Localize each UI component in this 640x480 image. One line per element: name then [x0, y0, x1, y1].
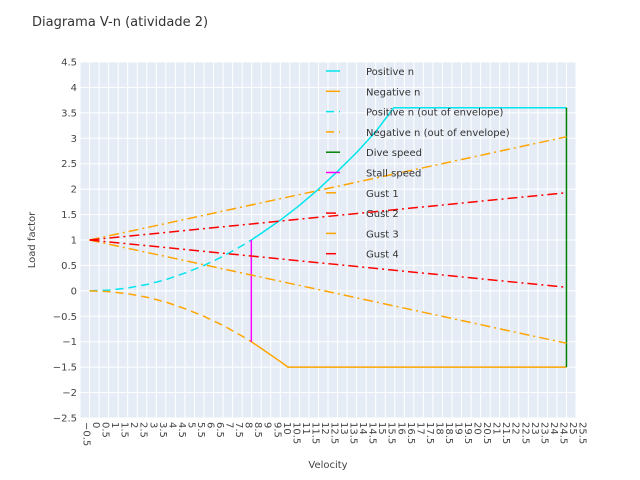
x-tick-label: 15.5: [386, 422, 397, 444]
x-tick-label: 13.5: [348, 422, 359, 444]
y-tick-label: −0.5: [53, 312, 77, 323]
legend-entry: Gust 4: [366, 250, 399, 261]
y-tick-label: 0.5: [61, 261, 77, 272]
x-tick-label: 20.5: [481, 422, 492, 444]
x-tick-label: 2: [128, 422, 139, 428]
x-tick-label: 5: [185, 422, 196, 428]
x-tick-label: 18.5: [443, 422, 454, 444]
y-tick-label: 1: [71, 236, 77, 247]
series-line-2: [250, 341, 567, 368]
x-tick-label: 0: [90, 422, 101, 428]
x-tick-label: 9.5: [271, 422, 282, 438]
x-tick-label: 9: [262, 422, 273, 428]
x-tick-label: 2.5: [138, 422, 149, 438]
x-tick-label: 21: [491, 422, 502, 435]
series-line-3: [89, 239, 252, 292]
x-tick-label: 4.5: [176, 422, 187, 438]
y-axis-ticks: −2.5 −2 −1.5 −1 −0.5 0 0.5 1 1.5 2 2.5 3 3.5 4 4.5: [53, 58, 77, 425]
chart-title: Diagrama V-n (atividade 2): [32, 15, 209, 30]
x-tick-label: 19.5: [462, 422, 473, 444]
x-tick-label: 5.5: [195, 422, 206, 438]
x-tick-label: 20: [472, 422, 483, 435]
x-tick-label: 0.5: [100, 422, 111, 438]
legend-entry: Negative n (out of envelope): [366, 128, 510, 139]
y-tick-label: −2: [62, 388, 77, 399]
x-tick-label: 23.5: [538, 422, 549, 444]
series-line-7: [89, 136, 567, 241]
x-tick-label: 6: [205, 422, 216, 428]
legend-entry: Dive speed: [366, 148, 422, 159]
x-tick-label: 12: [319, 422, 330, 435]
y-tick-label: 4.5: [61, 58, 77, 69]
x-tick-label: 6.5: [214, 422, 225, 438]
x-tick-label: 10: [281, 422, 292, 435]
y-tick-label: 0: [71, 286, 77, 297]
y-tick-label: 1.5: [61, 210, 77, 221]
x-tick-label: 14: [357, 422, 368, 435]
x-tick-label: 23: [529, 422, 540, 435]
legend-entry: Gust 1: [366, 189, 399, 200]
x-tick-label: 10.5: [290, 422, 301, 444]
x-tick-label: 24: [548, 422, 559, 435]
x-tick-label: 1: [109, 422, 120, 428]
y-tick-label: −1.5: [53, 363, 77, 374]
x-tick-label: 4: [166, 422, 177, 428]
legend-entry: Positive n (out of envelope): [366, 108, 503, 119]
x-tick-label: 25.5: [577, 422, 588, 444]
x-tick-label: 13: [338, 422, 349, 435]
series-line-9: [89, 239, 567, 344]
y-tick-label: 2: [71, 185, 77, 196]
x-tick-label: 21.5: [500, 422, 511, 444]
x-tick-label: 11: [300, 422, 311, 435]
x-tick-label: 16.5: [405, 422, 416, 444]
series-line-4: [89, 290, 252, 343]
x-axis-title: Velocity: [308, 460, 347, 471]
y-tick-label: 3.5: [61, 108, 77, 119]
x-tick-label: 19: [453, 422, 464, 435]
x-tick-label: 8: [243, 422, 254, 428]
x-tick-label: 14.5: [367, 422, 378, 444]
x-tick-label: 12.5: [329, 422, 340, 444]
x-tick-label: −0.5: [81, 422, 92, 446]
x-tick-label: 22: [510, 422, 521, 435]
x-tick-label: 17: [414, 422, 425, 435]
y-tick-label: 3: [71, 134, 77, 145]
x-tick-label: 24.5: [557, 422, 568, 444]
y-tick-label: 4: [71, 83, 77, 94]
legend-entry: Stall speed: [366, 169, 421, 180]
x-axis-ticks: −0.500.511.522.533.544.555.566.577.588.5…: [81, 422, 588, 446]
x-tick-label: 25: [567, 422, 578, 435]
x-tick-label: 22.5: [519, 422, 530, 444]
x-tick-label: 3: [147, 422, 158, 428]
x-tick-label: 17.5: [424, 422, 435, 444]
x-tick-label: 15: [376, 422, 387, 435]
legend-entry: Positive n: [366, 67, 414, 78]
x-tick-label: 7: [224, 422, 235, 428]
x-tick-label: 18: [433, 422, 444, 435]
y-tick-label: 2.5: [61, 159, 77, 170]
x-tick-label: 8.5: [252, 422, 263, 438]
y-axis-title: Load factor: [27, 211, 38, 268]
x-tick-label: 3.5: [157, 422, 168, 438]
x-tick-label: 1.5: [119, 422, 130, 438]
y-tick-label: −2.5: [53, 414, 77, 425]
x-tick-label: 11.5: [309, 422, 320, 444]
legend-entry: Negative n: [366, 87, 420, 98]
legend-entry: Gust 2: [366, 209, 399, 220]
series-line-1: [250, 107, 567, 241]
series-lines: [89, 107, 568, 368]
legend[interactable]: Positive n Negative n Positive n (out of e…: [326, 67, 510, 261]
legend-entry: Gust 3: [366, 229, 399, 240]
x-tick-label: 7.5: [233, 422, 244, 438]
y-tick-label: −1: [62, 337, 77, 348]
x-tick-label: 16: [395, 422, 406, 435]
